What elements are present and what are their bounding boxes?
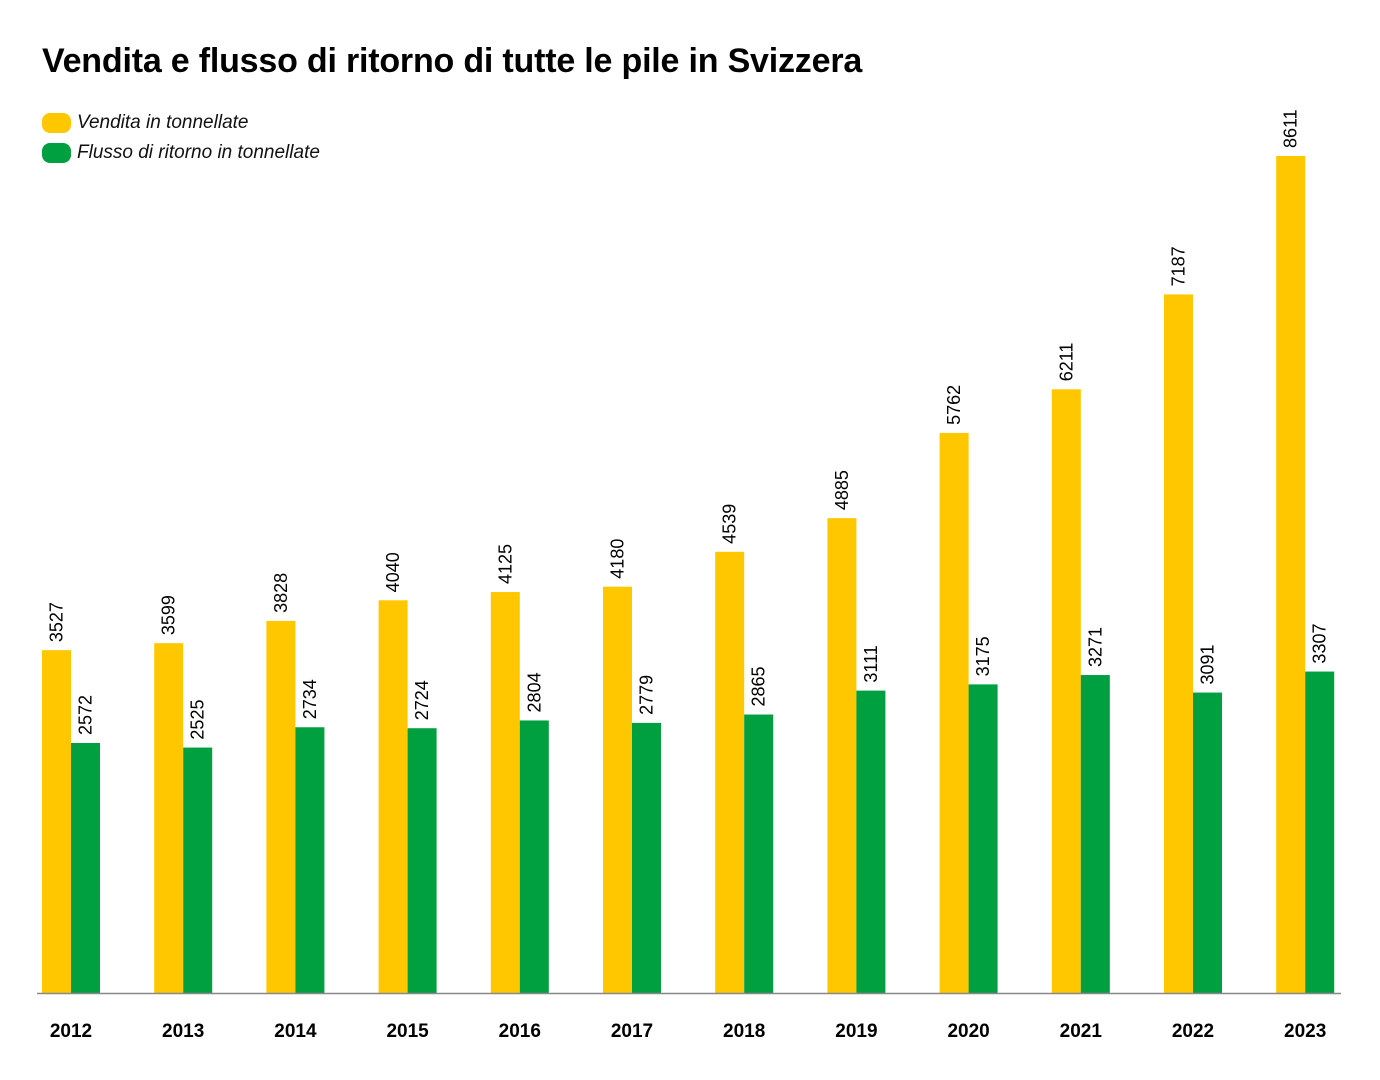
bar-return-2017: [632, 722, 661, 993]
bar-sales-2019: [827, 518, 857, 993]
bar-return-2022: [1193, 692, 1222, 993]
x-tick-label-2017: 2017: [611, 1021, 653, 1042]
x-tick-label-2022: 2022: [1172, 1021, 1214, 1042]
x-tick-label-2015: 2015: [386, 1021, 429, 1042]
x-tick-label-2020: 2020: [947, 1021, 989, 1042]
bar-sales-2018: [715, 551, 745, 993]
data-label-return-2023: 3307: [1310, 624, 1330, 664]
bar-return-2014: [295, 727, 325, 993]
x-tick-label-2021: 2021: [1060, 1021, 1103, 1042]
bar-return-2016: [519, 720, 549, 993]
x-tick-label-2013: 2013: [162, 1021, 204, 1042]
data-label-return-2016: 2804: [524, 672, 544, 712]
bar-sales-2022: [1164, 294, 1193, 994]
bar-sales-2023: [1276, 156, 1306, 993]
bar-return-2012: [71, 742, 100, 993]
data-label-sales-2016: 4125: [495, 544, 515, 584]
x-tick-label-2019: 2019: [835, 1021, 877, 1042]
data-label-return-2017: 2779: [637, 675, 657, 715]
bar-return-2018: [744, 714, 774, 993]
data-label-sales-2013: 3599: [159, 595, 179, 635]
data-label-return-2014: 2734: [300, 679, 320, 719]
x-tick-label-2014: 2014: [274, 1021, 317, 1042]
bar-sales-2012: [42, 650, 71, 993]
data-label-sales-2012: 3527: [47, 602, 67, 642]
bar-return-2015: [407, 728, 437, 993]
legend-item-return: Flusso di ritorno in tonnellate: [42, 138, 320, 168]
bar-sales-2017: [603, 586, 632, 993]
data-label-sales-2015: 4040: [383, 552, 403, 592]
legend-swatch-sales: [42, 113, 71, 133]
bar-sales-2016: [490, 592, 520, 993]
bar-sales-2013: [154, 643, 184, 993]
data-label-return-2018: 2865: [749, 666, 769, 706]
data-label-return-2022: 3091: [1198, 645, 1218, 685]
bar-sales-2021: [1051, 389, 1081, 993]
bar-sales-2020: [939, 432, 969, 993]
data-label-sales-2017: 4180: [608, 539, 628, 579]
data-label-sales-2014: 3828: [271, 573, 291, 613]
data-label-return-2013: 2525: [188, 700, 208, 740]
data-label-return-2021: 3271: [1085, 627, 1105, 667]
data-label-return-2012: 2572: [76, 695, 96, 735]
x-tick-label-2012: 2012: [50, 1021, 92, 1042]
data-label-sales-2022: 7187: [1169, 246, 1189, 286]
data-label-return-2020: 3175: [973, 636, 993, 676]
bar-return-2021: [1080, 675, 1110, 993]
data-label-return-2015: 2724: [412, 680, 432, 720]
bar-sales-2014: [266, 620, 296, 993]
bar-sales-2015: [378, 600, 408, 993]
x-tick-label-2023: 2023: [1284, 1021, 1326, 1042]
x-tick-label-2018: 2018: [723, 1021, 765, 1042]
bar-return-2020: [968, 684, 998, 993]
data-label-sales-2019: 4885: [832, 470, 852, 510]
legend-label-return: Flusso di ritorno in tonnellate: [77, 142, 320, 163]
data-label-sales-2020: 5762: [944, 385, 964, 425]
data-label-sales-2023: 8611: [1281, 109, 1301, 148]
x-tick-label-2016: 2016: [499, 1021, 541, 1042]
bar-return-2019: [856, 690, 886, 993]
data-label-sales-2018: 4539: [720, 504, 740, 544]
bar-return-2023: [1305, 671, 1335, 993]
data-label-return-2019: 3111: [861, 645, 881, 682]
legend-item-sales: Vendita in tonnellate: [42, 108, 320, 138]
bar-return-2013: [183, 747, 213, 993]
legend-swatch-return: [42, 143, 71, 163]
data-label-sales-2021: 6211: [1056, 343, 1076, 382]
legend: Vendita in tonnellate Flusso di ritorno …: [42, 108, 320, 168]
chart-title: Vendita e flusso di ritorno di tutte le …: [42, 42, 863, 80]
legend-label-sales: Vendita in tonnellate: [77, 112, 249, 133]
